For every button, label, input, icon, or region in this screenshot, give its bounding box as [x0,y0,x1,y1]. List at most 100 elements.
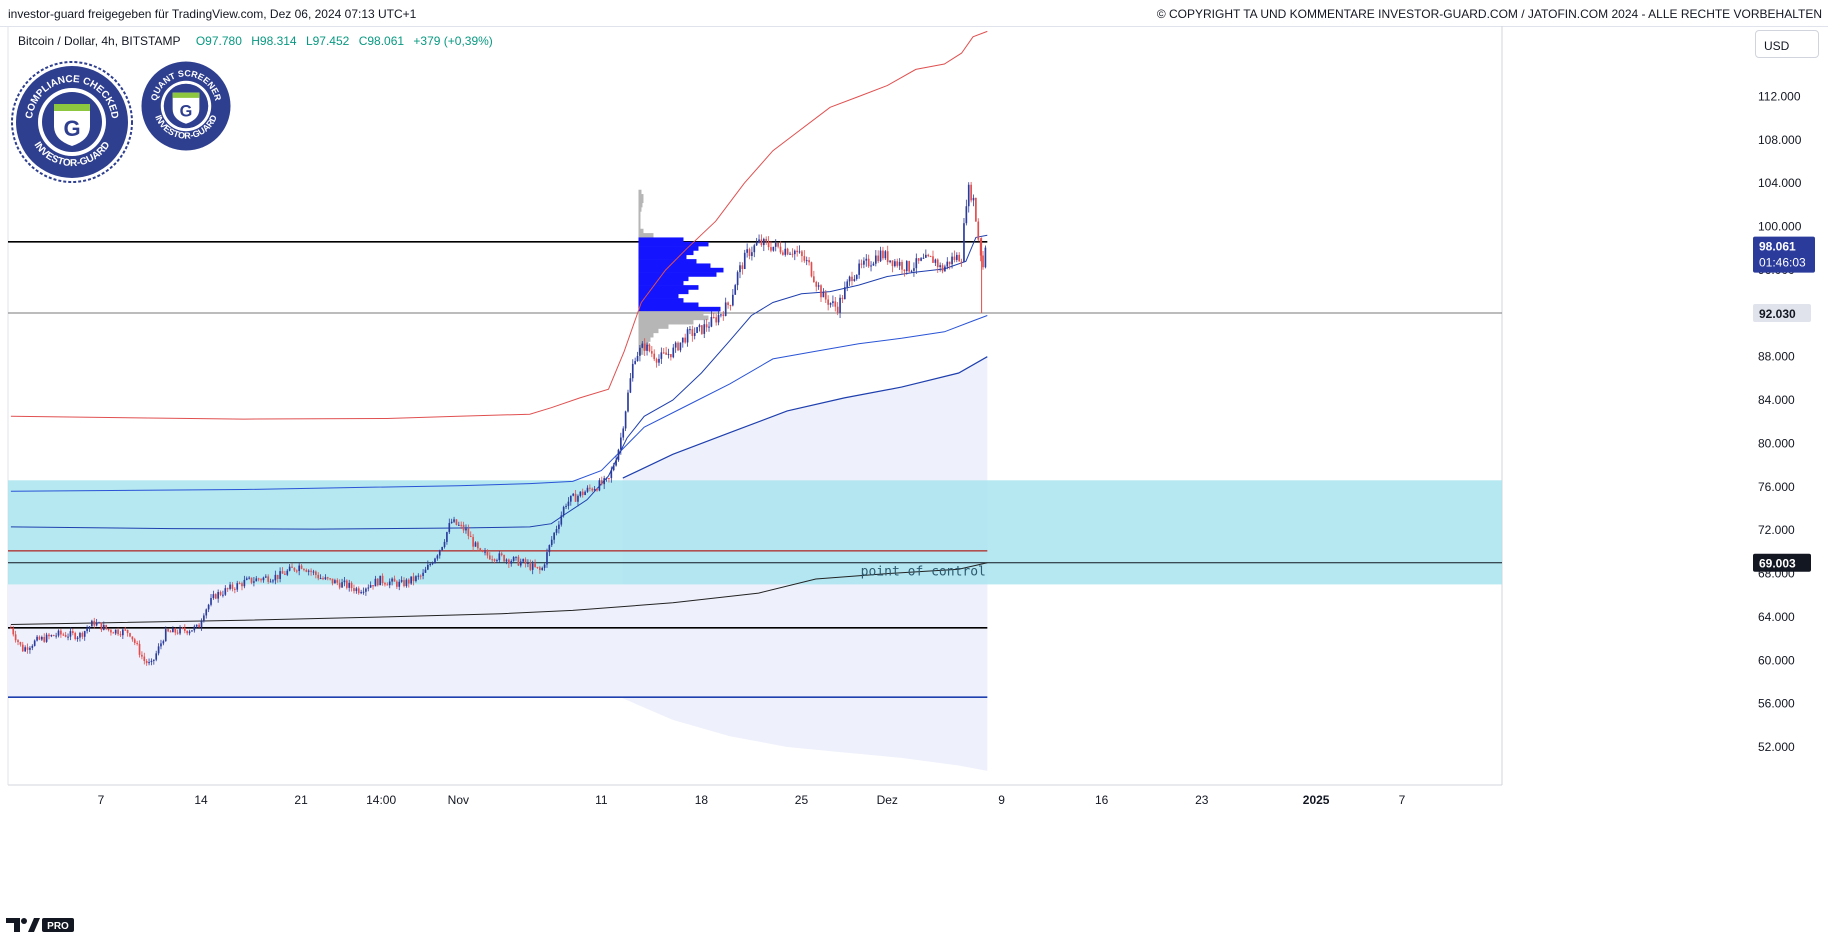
y-tick-label: 100.000 [1758,220,1802,234]
candle-body [229,584,231,589]
volume-profile-bar [638,289,689,295]
x-tick-label: 7 [1399,793,1406,807]
y-tick-label: 108.000 [1758,133,1802,147]
candle-body [427,564,429,570]
candle-body [157,646,160,654]
candle-body [102,624,105,630]
candle-body [438,550,441,556]
volume-profile-bar [638,254,687,260]
candle-body [684,337,687,343]
candle-body [674,342,677,348]
candle-body [836,306,839,313]
candle-body [81,633,84,637]
candle-body [777,243,779,247]
candle-body [717,314,720,323]
candle-body [691,329,694,336]
candle-body [925,254,927,258]
candle-body [772,246,775,251]
candle-body [703,324,706,334]
candle-body [741,265,744,269]
candle-body [174,628,177,633]
candle-body [746,249,748,253]
candle-body [967,184,970,207]
candle-body [555,529,558,533]
candle-body [465,528,467,531]
candle-body [19,642,22,645]
candle-body [291,566,293,568]
candle-body [424,569,427,573]
candle-body [310,570,312,572]
candle-body [593,489,596,491]
candle-body [52,635,55,637]
candle-body [95,622,98,626]
volume-profile-bar [638,241,709,247]
candle-body [446,532,448,542]
volume-profile-bar [638,189,642,195]
candle-body [758,239,760,243]
candle-body [622,428,625,438]
candle-body [975,197,977,222]
candle-body [293,567,296,571]
candle-body [798,251,801,253]
currency-selector[interactable]: USD [1755,30,1819,58]
candle-body [829,303,832,305]
svg-text:G: G [180,102,193,120]
candle-body [863,260,865,265]
tradingview-logo[interactable]: PRO [6,916,76,939]
candle-body [107,628,110,631]
volume-profile-bar [638,311,704,316]
candle-body [872,263,875,266]
candle-body [272,580,274,582]
candle-body [110,630,112,633]
candle-body [231,584,234,589]
candle-body [226,588,229,590]
candle-body [765,238,768,242]
candle-body [546,552,548,565]
candle-body [434,558,436,564]
candle-body [136,642,138,644]
candle-body [679,342,682,351]
candle-body [469,535,472,538]
candle-body [55,635,57,637]
volume-profile-bar [638,202,643,208]
candle-body [496,560,498,562]
candle-body [698,325,701,328]
symbol-name[interactable]: Bitcoin / Dollar, 4h, BITSTAMP [18,34,181,48]
candle-body [600,480,603,485]
volume-profile-bar [638,220,641,225]
candle-body [412,576,415,582]
candle-body [317,574,320,579]
candle-body [491,559,494,561]
x-tick-label: 7 [98,793,105,807]
candle-body [784,248,787,255]
candle-body [529,562,532,570]
candle-body [579,491,582,496]
volume-profile-bar [638,207,642,212]
level-label-69003: 69.003 [1759,557,1796,571]
volume-profile-bar [638,194,644,199]
candle-body [76,637,79,640]
volume-profile-bar [638,237,684,243]
candle-body [69,631,72,637]
candle-body [722,314,725,316]
candle-body [24,647,26,652]
x-tick-label: 11 [595,793,608,807]
volume-profile-bar [638,263,711,269]
candle-body [639,347,641,356]
candle-body [917,258,920,261]
candle-body [331,578,334,584]
candle-body [665,352,667,355]
level-label-92030: 92.030 [1759,307,1796,321]
candle-body [743,252,746,269]
candle-body [805,260,808,262]
candle-body [324,577,327,580]
candle-body [569,495,572,502]
candle-body [929,256,932,258]
candle-body [472,537,474,547]
candle-body [129,633,131,637]
candle-body [21,644,24,652]
candle-body [908,261,910,272]
candle-body [477,542,479,549]
candle-body [460,524,463,526]
